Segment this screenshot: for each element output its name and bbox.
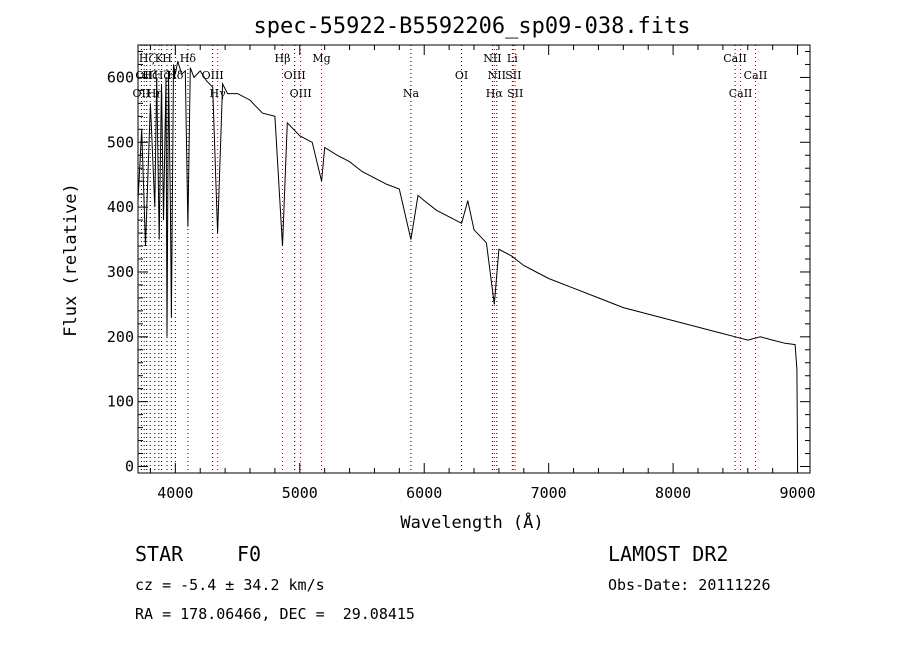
line-label-26: CaII [729, 87, 753, 100]
x-axis-label: Wavelength (Å) [400, 511, 543, 533]
redshift-velocity: cz = -5.4 ± 34.2 km/s [135, 576, 325, 594]
line-label-7: H [162, 52, 172, 65]
x-tick-label-0: 4000 [157, 484, 193, 502]
y-axis-label: Flux (relative) [61, 183, 81, 337]
x-tick-label-1: 5000 [282, 484, 318, 502]
line-label-23: SII [505, 69, 521, 82]
line-label-10: Hδ [180, 52, 197, 65]
line-label-1: OII [135, 69, 153, 82]
x-tick-label-2: 6000 [406, 484, 442, 502]
y-tick-label-5: 500 [107, 133, 134, 151]
line-label-25: CaII [723, 52, 747, 65]
line-label-9: Hδ [167, 69, 184, 82]
y-tick-label-0: 0 [125, 458, 134, 476]
line-label-14: OIII [284, 69, 306, 82]
y-tick-label-6: 600 [107, 68, 134, 86]
spectrum-chart: spec-55922-B5592206_sp09-038.fits OII OII… [61, 14, 816, 533]
line-label-18: OI [455, 69, 468, 82]
survey-name: LAMOST DR2 [608, 542, 729, 566]
observation-date: Obs-Date: 20111226 [608, 576, 771, 594]
x-axis: 4000 5000 6000 7000 8000 9000 [149, 45, 816, 502]
y-tick-label-3: 300 [107, 263, 134, 281]
x-tick-label-4: 8000 [655, 484, 691, 502]
line-label-8: H [167, 69, 177, 82]
line-label-15: OIII [290, 87, 312, 100]
coordinates: RA = 178.06466, DEC = 29.08415 [135, 605, 415, 623]
x-tick-label-5: 9000 [779, 484, 815, 502]
chart-title: spec-55922-B5592206_sp09-038.fits [253, 14, 690, 39]
line-label-5: K [155, 52, 164, 65]
line-label-2: Hζ [139, 52, 155, 65]
spectral-line-markers [140, 45, 756, 473]
line-label-3: Hζ [142, 69, 158, 82]
x-tick-label-3: 7000 [531, 484, 567, 502]
y-tick-label-2: 200 [107, 328, 134, 346]
y-tick-label-4: 400 [107, 198, 134, 216]
line-label-17: Na [403, 87, 420, 100]
line-label-11: OIII [202, 69, 224, 82]
line-label-22: Li [507, 52, 518, 65]
object-subclass: F0 [237, 542, 262, 566]
plot-frame [137, 44, 811, 474]
line-label-20: Hα [486, 87, 504, 100]
object-class: STAR [135, 542, 184, 566]
y-tick-label-1: 100 [107, 393, 134, 411]
line-label-19: NII [483, 52, 501, 65]
y-axis: 0 100 200 300 400 500 600 [107, 50, 810, 476]
line-label-0: OII [133, 87, 151, 100]
spectral-line-labels: OIIOIIHζHζHηKHζHHHδHδOIIIHγHβOIIIOIIIMgN… [133, 52, 768, 100]
line-label-13: Hβ [275, 52, 291, 65]
line-label-16: Mg [312, 52, 330, 65]
line-label-12: Hγ [210, 87, 227, 100]
line-label-27: CaII [744, 69, 768, 82]
line-label-4: Hη [147, 87, 163, 100]
line-label-21: NII [488, 69, 506, 82]
line-label-24: SII [507, 87, 523, 100]
flux-series-line [137, 61, 799, 464]
line-label-6: Hζ [154, 69, 170, 82]
